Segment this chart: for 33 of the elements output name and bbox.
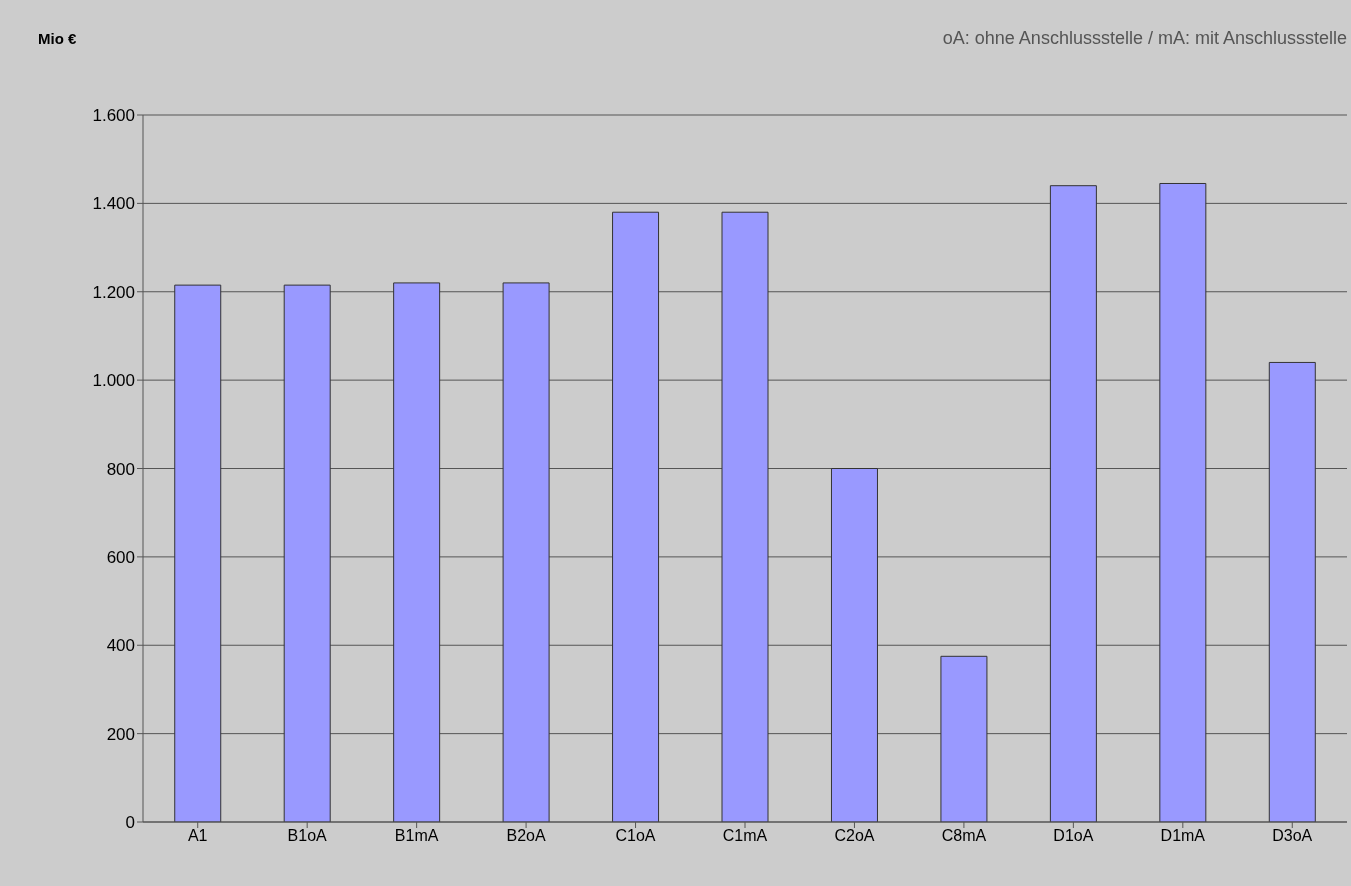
x-tick-label: B1mA [394,827,439,845]
bar [502,282,550,822]
x-tick-label: C2oA [834,827,875,845]
bar [830,468,878,822]
x-tick-label: D1oA [1053,827,1094,845]
text: oA: ohne Anschlussstelle / mA: mit Anschlussstelle [942,28,1347,49]
bar [721,211,769,822]
y-axis-title: Mio € [38,30,77,47]
bar [174,284,222,822]
bar [1268,361,1316,822]
x-tick-label: A1 [187,827,208,845]
x-tick-label: D1mA [1160,827,1206,845]
bar [1049,185,1097,822]
bar [940,655,988,822]
x-tick-label: C1oA [615,827,656,845]
y-tick-label: 1.600 [92,106,135,126]
x-tick-label: C1mA [722,827,768,845]
y-tick-label: 600 [106,547,135,567]
x-tick-label: B2oA [506,827,546,845]
bar [612,211,660,822]
x-tick-label: B1oA [287,827,328,845]
x-tick-label: D3oA [1272,827,1313,845]
y-tick-label: 1.000 [92,371,135,391]
y-tick-label: 1.200 [92,282,135,302]
x-tick-label: C8mA [941,827,987,845]
bar [393,282,441,822]
y-tick-label: 400 [106,636,135,656]
y-tick-label: 0 [125,813,135,833]
y-tick-label: 200 [106,724,135,744]
y-tick-label: 1.400 [92,194,135,214]
bar [283,284,331,822]
bar [1159,182,1207,822]
y-tick-label: 800 [106,459,135,479]
